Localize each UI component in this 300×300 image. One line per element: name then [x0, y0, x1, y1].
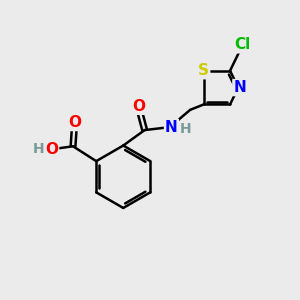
Text: O: O [45, 142, 58, 157]
Text: N: N [233, 80, 246, 95]
Text: O: O [68, 115, 81, 130]
Text: H: H [32, 142, 44, 156]
Text: O: O [132, 99, 145, 114]
Text: S: S [198, 63, 209, 78]
Text: N: N [165, 120, 178, 135]
Text: H: H [180, 122, 191, 136]
Text: Cl: Cl [234, 38, 250, 52]
